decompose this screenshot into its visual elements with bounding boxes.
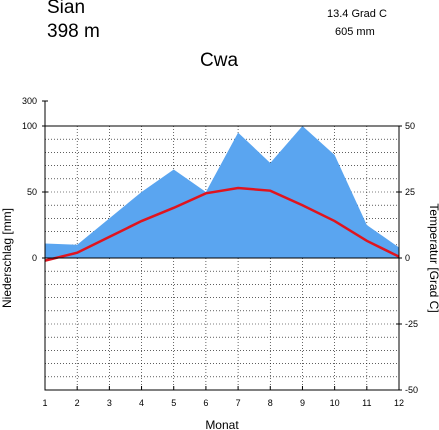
y-left-tick-label: 300 [22, 96, 37, 106]
y-right-tick-label: 50 [405, 121, 415, 131]
x-tick-label: 7 [236, 398, 241, 408]
x-tick-label: 3 [107, 398, 112, 408]
x-tick-label: 5 [171, 398, 176, 408]
x-tick-label: 4 [139, 398, 144, 408]
y-axis-label-left: Niederschlag [mm] [0, 208, 14, 308]
x-tick-label: 8 [268, 398, 273, 408]
x-tick-label: 12 [394, 398, 404, 408]
y-right-tick-label: -50 [405, 385, 418, 395]
y-axis-label-right: Temperatur [Grad C] [427, 203, 439, 312]
x-tick-label: 9 [300, 398, 305, 408]
x-tick-label: 2 [75, 398, 80, 408]
x-tick-label: 10 [330, 398, 340, 408]
x-axis-label: Monat [205, 418, 239, 430]
climate-classification: Cwa [200, 50, 239, 71]
y-left-tick-label: 100 [22, 121, 37, 131]
y-left-tick-label: 0 [32, 253, 37, 263]
y-right-tick-label: -25 [405, 319, 418, 329]
y-left-tick-label: 50 [27, 187, 37, 197]
temperature-line [44, 186, 400, 262]
station-name: Sian [47, 0, 86, 18]
precipitation-area [45, 126, 399, 258]
annual-precipitation: 605 mm [335, 26, 375, 38]
x-tick-label: 6 [203, 398, 208, 408]
y-right-tick-label: 25 [405, 187, 415, 197]
y-right-tick-label: 0 [405, 253, 410, 263]
annual-mean-temperature: 13.4 Grad C [327, 8, 387, 20]
station-elevation: 398 m [47, 21, 100, 42]
x-tick-label: 1 [42, 398, 47, 408]
x-tick-label: 11 [362, 398, 371, 408]
